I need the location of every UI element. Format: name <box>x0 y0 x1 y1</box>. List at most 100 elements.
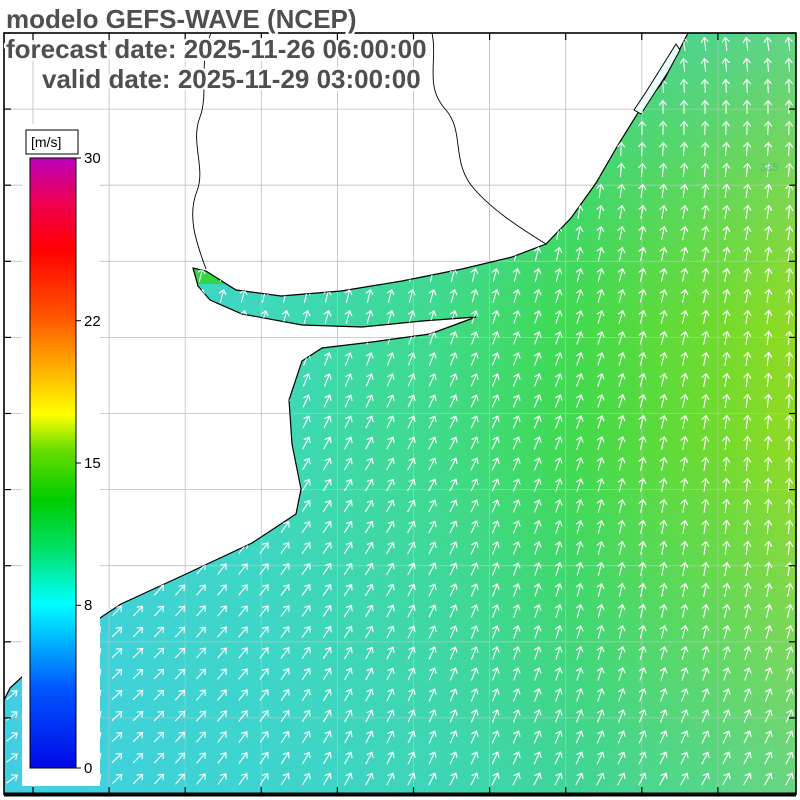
direction-arrow-icon <box>258 162 270 178</box>
direction-arrow-icon <box>574 78 584 94</box>
direction-arrow-icon <box>553 78 563 94</box>
direction-arrow-icon <box>5 393 19 409</box>
direction-arrow-icon <box>174 162 186 178</box>
direction-arrow-icon <box>257 477 271 493</box>
direction-arrow-icon <box>153 225 165 241</box>
direction-arrow-icon <box>532 99 542 115</box>
direction-arrow-icon <box>596 120 604 136</box>
direction-arrow-icon <box>110 267 124 283</box>
direction-arrow-icon <box>511 141 521 157</box>
direction-arrow-icon <box>258 267 270 283</box>
direction-arrow-icon <box>427 162 437 178</box>
direction-arrow-icon <box>5 78 19 94</box>
direction-arrow-icon <box>448 162 458 178</box>
direction-arrow-icon <box>342 246 354 262</box>
graticule-grid <box>4 32 796 794</box>
direction-arrow-icon <box>237 330 249 346</box>
direction-arrow-icon <box>279 330 291 346</box>
direction-arrow-icon <box>511 162 521 178</box>
direction-arrow-icon <box>110 225 124 241</box>
direction-arrow-icon <box>131 414 145 430</box>
direction-arrow-icon <box>132 267 144 283</box>
direction-arrow-icon <box>279 183 291 199</box>
direction-arrow-icon <box>5 309 19 325</box>
direction-arrow-icon <box>300 246 312 262</box>
direction-arrow-icon <box>216 141 228 157</box>
direction-arrow-icon <box>532 183 542 199</box>
title-line-forecast-date: forecast date: 2025-11-26 06:00:00 <box>6 34 427 64</box>
direction-arrow-icon <box>237 99 249 115</box>
direction-arrow-icon <box>173 414 187 430</box>
direction-arrow-icon <box>4 540 20 556</box>
direction-arrow-icon <box>237 204 249 220</box>
direction-arrow-icon <box>343 183 353 199</box>
direction-arrow-icon <box>195 309 207 325</box>
direction-arrow-icon <box>194 435 208 451</box>
direction-arrow-icon <box>385 162 395 178</box>
direction-arrow-icon <box>575 120 583 136</box>
direction-arrow-icon <box>447 246 459 262</box>
direction-arrow-icon <box>490 36 500 52</box>
direction-arrow-icon <box>236 393 250 409</box>
direction-arrow-icon <box>4 645 20 661</box>
direction-arrow-icon <box>364 120 374 136</box>
direction-arrow-icon <box>301 141 311 157</box>
direction-arrow-icon <box>195 225 207 241</box>
border-line <box>431 32 547 245</box>
direction-arrow-icon <box>256 498 272 514</box>
direction-arrow-icon <box>153 246 165 262</box>
direction-arrow-icon <box>215 456 229 472</box>
direction-arrow-icon <box>131 498 145 514</box>
direction-arrow-icon <box>237 162 249 178</box>
direction-arrow-icon <box>131 120 145 136</box>
direction-arrow-icon <box>301 162 311 178</box>
direction-arrow-icon <box>469 141 479 157</box>
direction-arrow-icon <box>174 309 186 325</box>
direction-arrow-icon <box>343 225 353 241</box>
direction-arrow-icon <box>109 540 125 556</box>
direction-arrow-icon <box>258 120 270 136</box>
direction-arrow-icon <box>173 393 187 409</box>
direction-arrow-icon <box>553 99 563 115</box>
direction-arrow-icon <box>111 288 123 304</box>
direction-arrow-icon <box>321 246 333 262</box>
direction-arrow-icon <box>131 99 145 115</box>
direction-arrow-icon <box>215 477 229 493</box>
direction-arrow-icon <box>470 99 478 115</box>
direction-arrow-icon <box>153 330 165 346</box>
direction-arrow-icon <box>5 288 19 304</box>
direction-arrow-icon <box>574 57 584 73</box>
direction-arrow-icon <box>172 519 188 535</box>
direction-arrow-icon <box>257 393 271 409</box>
direction-arrow-icon <box>68 99 82 115</box>
direction-arrow-icon <box>322 225 332 241</box>
direction-arrow-icon <box>130 519 146 535</box>
direction-arrow-icon <box>278 456 292 472</box>
direction-arrow-icon <box>89 99 103 115</box>
direction-arrow-icon <box>174 330 186 346</box>
direction-arrow-icon <box>216 225 228 241</box>
direction-arrow-icon <box>131 204 145 220</box>
direction-arrow-icon <box>469 36 479 52</box>
direction-arrow-icon <box>193 498 209 514</box>
direction-arrow-icon <box>490 57 500 73</box>
colorbar-tick-label: 15 <box>84 455 101 472</box>
direction-arrow-icon <box>194 414 208 430</box>
direction-arrow-icon <box>152 372 166 388</box>
direction-arrow-icon <box>469 57 479 73</box>
direction-arrow-icon <box>111 309 123 325</box>
direction-arrow-icon <box>236 435 250 451</box>
direction-arrow-icon <box>4 582 20 598</box>
direction-arrow-icon <box>173 435 187 451</box>
direction-arrow-icon <box>278 477 292 493</box>
direction-arrow-icon <box>301 204 311 220</box>
direction-arrow-icon <box>110 498 124 514</box>
direction-arrow-icon <box>214 498 230 514</box>
direction-arrow-icon <box>300 330 312 346</box>
direction-arrow-icon <box>193 540 209 556</box>
direction-arrow-icon <box>5 141 19 157</box>
direction-arrow-icon <box>110 372 124 388</box>
direction-arrow-icon <box>532 36 542 52</box>
colorbar-tick-label: 0 <box>84 760 92 777</box>
